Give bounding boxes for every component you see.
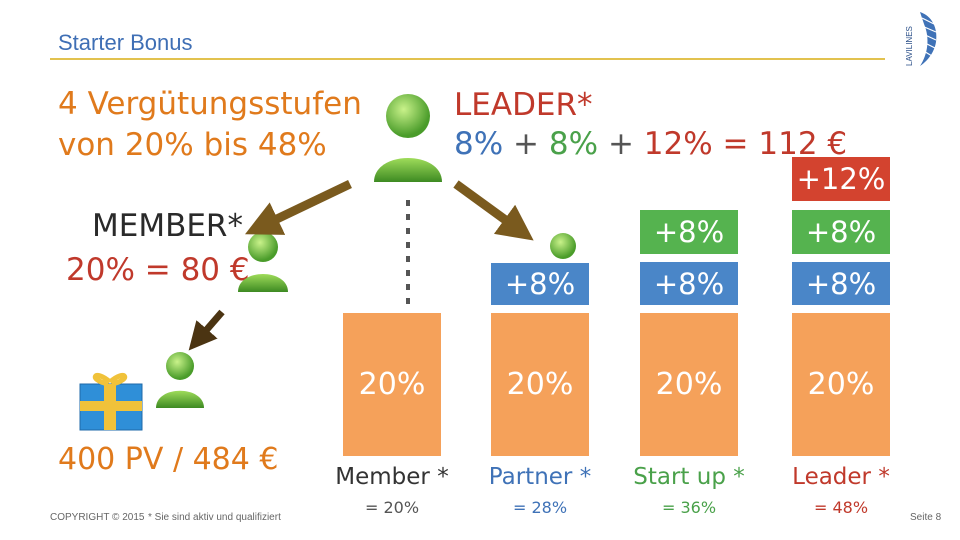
column-1-base-box: 20% <box>343 313 441 456</box>
column-4-extra-3-box: +12% <box>792 157 890 201</box>
column-3-extra-2-box: +8% <box>640 210 738 254</box>
column-4-base-label: 20% <box>807 367 875 402</box>
member-value: 20% = 80 € <box>66 252 250 288</box>
column-1-base-label: 20% <box>358 367 426 402</box>
member-title: MEMBER* <box>92 208 243 244</box>
formula-plus-1: + <box>513 126 540 162</box>
level-name-member: Member * <box>335 464 449 490</box>
arrow-icon <box>188 309 225 351</box>
headline-line-1: 4 Vergütungsstufen <box>58 86 362 122</box>
leader-title: LEADER* <box>454 87 593 123</box>
arrow-icon <box>245 179 352 235</box>
headline-line-2: von 20% bis 48% <box>58 127 327 163</box>
member-user-avatar-icon <box>238 232 288 292</box>
column-2-base-label: 20% <box>506 367 574 402</box>
column-3-extra-1-label: +8% <box>653 266 725 301</box>
column-2-extra-1-label: +8% <box>504 267 576 301</box>
level-name-leader: Leader * <box>792 464 890 490</box>
column-2-base-box: 20% <box>491 313 589 456</box>
level-total-member: = 20% <box>364 498 420 517</box>
level-total-startup: = 36% <box>661 498 717 517</box>
column-4-extra-2-box: +8% <box>792 210 890 254</box>
formula-part-1: 8% <box>454 126 504 162</box>
formula-part-2: 8% <box>548 126 599 162</box>
arrow-icon <box>453 180 534 241</box>
leader-user-avatar-icon <box>374 94 442 182</box>
stages-headline: 4 Vergütungsstufen von 20% bis 48% <box>58 84 362 166</box>
column-3-base-box: 20% <box>640 313 738 456</box>
formula-result: 112 € <box>758 126 848 162</box>
entry-user-avatar-icon <box>156 352 204 408</box>
column-4-extra-3-label: +12% <box>796 162 886 196</box>
column-3-extra-2-label: +8% <box>653 215 725 249</box>
column-4-extra-2-label: +8% <box>805 215 877 249</box>
column-2-extra-1-box: +8% <box>491 263 589 305</box>
level-total-leader: = 48% <box>813 498 869 517</box>
gift-box-icon <box>79 372 143 431</box>
logo-text: LAVILINES <box>905 26 914 66</box>
footer-note: * Sie sind aktiv und qualifiziert <box>148 512 281 523</box>
footer-page-number: Seite 8 <box>910 512 942 523</box>
level-total-partner: = 28% <box>512 498 568 517</box>
title-underline <box>50 58 885 60</box>
leader-formula: 8% + 8% + 12% = 112 € <box>454 126 847 162</box>
formula-equals: = <box>722 126 749 162</box>
level-name-partner: Partner * <box>488 464 592 490</box>
page-title: Starter Bonus <box>58 30 193 55</box>
entry-pv-price: 400 PV / 484 € <box>58 442 279 477</box>
formula-part-3: 12% <box>643 126 713 162</box>
formula-plus-2: + <box>607 126 634 162</box>
column-3-base-label: 20% <box>655 367 723 402</box>
footer-copyright: COPYRIGHT © 2015 <box>50 512 145 523</box>
level-name-startup: Start up * <box>633 464 745 490</box>
column-4-base-box: 20% <box>792 313 890 456</box>
column-4-extra-1-box: +8% <box>792 262 890 305</box>
column-4-extra-1-label: +8% <box>805 266 877 301</box>
column-3-extra-1-box: +8% <box>640 262 738 305</box>
brand-logo: LAVILINES <box>898 8 944 68</box>
leaf-logo-icon: LAVILINES <box>905 12 937 66</box>
